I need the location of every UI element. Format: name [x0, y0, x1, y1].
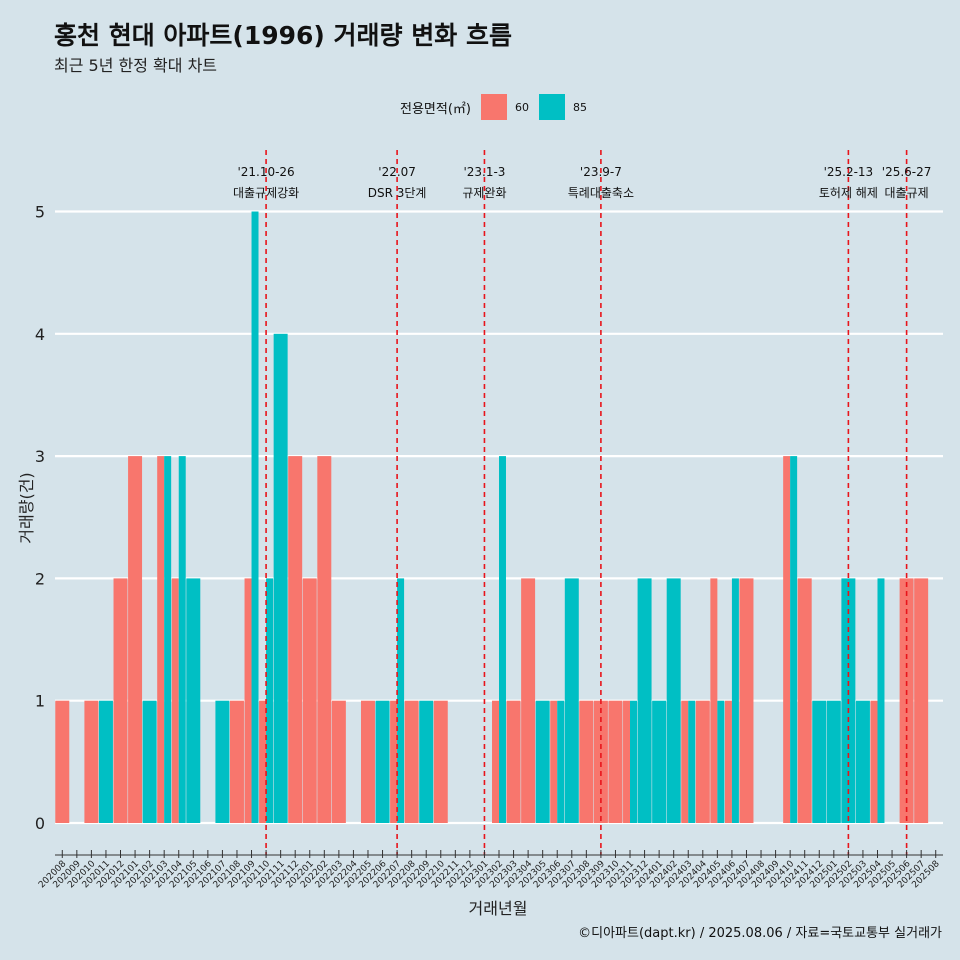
bar-85-202111	[273, 333, 288, 823]
bar-60-202411	[797, 578, 812, 823]
bar-85-202412	[812, 700, 827, 823]
bar-60-202010	[84, 700, 99, 823]
bar-85-202401	[652, 700, 667, 823]
x-axis-title: 거래년월	[469, 899, 528, 918]
y-axis-title: 거래량(건)	[17, 472, 36, 543]
bar-60-202405	[710, 578, 718, 823]
legend-label-60: 60	[514, 100, 529, 114]
bar-60-202308	[579, 700, 594, 823]
event-lines: '21.10-26 대출규제강화 '22.07 DSR 3단계 '23.1-3 규제완화 '…	[233, 150, 931, 855]
event-date-202309: '23.9-7	[580, 165, 622, 179]
bar-85-202103	[164, 456, 172, 823]
bar-60-202202	[317, 456, 332, 823]
bar-85-202109	[251, 211, 259, 823]
bar-60-202012	[113, 578, 128, 823]
bar-60-202303	[506, 700, 521, 823]
bar-60-202201	[302, 578, 317, 823]
bar-60-202304	[521, 578, 536, 823]
bar-60-202203	[331, 700, 346, 823]
bar-60-202112	[288, 456, 303, 823]
bar-85-202209	[419, 700, 434, 823]
bar-85-202405	[717, 700, 725, 823]
y-tick-label-1: 1	[35, 692, 45, 711]
bar-85-202105	[186, 578, 201, 823]
bar-60-202311	[623, 700, 631, 823]
bar-60-202110	[259, 700, 267, 823]
bar-60-202210	[433, 700, 448, 823]
legend: 전용면적(㎡) 60 85	[400, 93, 597, 121]
bar-60-202404	[695, 700, 710, 823]
legend-key-85	[538, 94, 565, 120]
event-label-202301: 규제완화	[462, 186, 506, 200]
bar-85-202503	[855, 700, 870, 823]
bar-85-202311	[630, 700, 638, 823]
bar-60-202306	[550, 700, 558, 823]
event-label-202506: 대출규제	[885, 186, 929, 200]
bar-85-202410	[790, 456, 798, 823]
bar-85-202302	[499, 456, 506, 823]
bar-85-202206	[375, 700, 390, 823]
event-label-202207: DSR 3단계	[368, 186, 427, 200]
event-label-202309: 특례대출축소	[568, 186, 634, 200]
event-date-202301: '23.1-3	[463, 165, 505, 179]
bar-60-202309	[593, 700, 608, 823]
event-date-202502: '25.2-13	[824, 165, 874, 179]
y-tick-label-2: 2	[35, 569, 45, 588]
y-tick-label-0: 0	[35, 814, 45, 833]
bar-85-202504	[877, 578, 885, 823]
bar-85-202306	[557, 700, 565, 823]
chart-subtitle: 최근 5년 한정 확대 차트	[54, 56, 218, 75]
bar-60-202403	[681, 700, 689, 823]
bar-60-202205	[360, 700, 375, 823]
legend-key-60	[480, 94, 507, 120]
event-date-202506: '25.6-27	[882, 165, 932, 179]
bar-85-202102	[142, 700, 157, 823]
bar-60-202507	[914, 578, 929, 823]
bar-85-202406	[731, 578, 739, 823]
bar-85-202307	[564, 578, 579, 823]
bar-85-202011	[98, 700, 113, 823]
bar-85-202402	[666, 578, 681, 823]
chart-title: 홍천 현대 아파트(1996) 거래량 변화 흐름	[54, 21, 512, 50]
bar-85-202312	[637, 578, 652, 823]
bar-60-202101	[128, 456, 143, 823]
bar-85-202104	[178, 456, 186, 823]
bar-85-202403	[688, 700, 696, 823]
bar-85-202107	[215, 700, 230, 823]
bar-60-202310	[608, 700, 623, 823]
event-date-202110: '21.10-26	[237, 165, 294, 179]
bar-85-202305	[535, 700, 550, 823]
legend-title: 전용면적(㎡)	[400, 101, 471, 117]
bar-85-202207	[397, 578, 405, 823]
event-label-202110: 대출규제강화	[233, 186, 299, 200]
bar-60-202103	[157, 456, 165, 823]
y-tick-label-4: 4	[35, 325, 45, 344]
bar-60-202410	[783, 456, 791, 823]
bar-60-202207	[390, 700, 398, 823]
y-tick-label-5: 5	[35, 203, 45, 222]
bar-60-202406	[724, 700, 732, 823]
bar-60-202109	[244, 578, 252, 823]
event-date-202207: '22.07	[378, 165, 416, 179]
y-tick-label-3: 3	[35, 447, 45, 466]
legend-label-85: 85	[572, 100, 587, 114]
source-caption: ©디아파트(dapt.kr) / 2025.08.06 / 자료=국토교통부 실…	[578, 926, 942, 941]
bar-60-202108	[229, 700, 244, 823]
bar-85-202110	[266, 578, 274, 823]
bar-60-202407	[739, 578, 754, 823]
y-axis: 0 1 2 3 4 5	[35, 203, 45, 834]
bar-60-202208	[404, 700, 419, 823]
bar-60-202104	[171, 578, 179, 823]
bar-60-202504	[870, 700, 878, 823]
bar-85-202501	[826, 700, 841, 823]
bars	[55, 211, 929, 823]
bar-60-202302	[492, 700, 499, 823]
bar-60-202008	[55, 700, 70, 823]
event-label-202502: 토허제 해제	[819, 186, 878, 200]
x-axis: 2020082020092020102020112020122021012021…	[37, 850, 943, 890]
